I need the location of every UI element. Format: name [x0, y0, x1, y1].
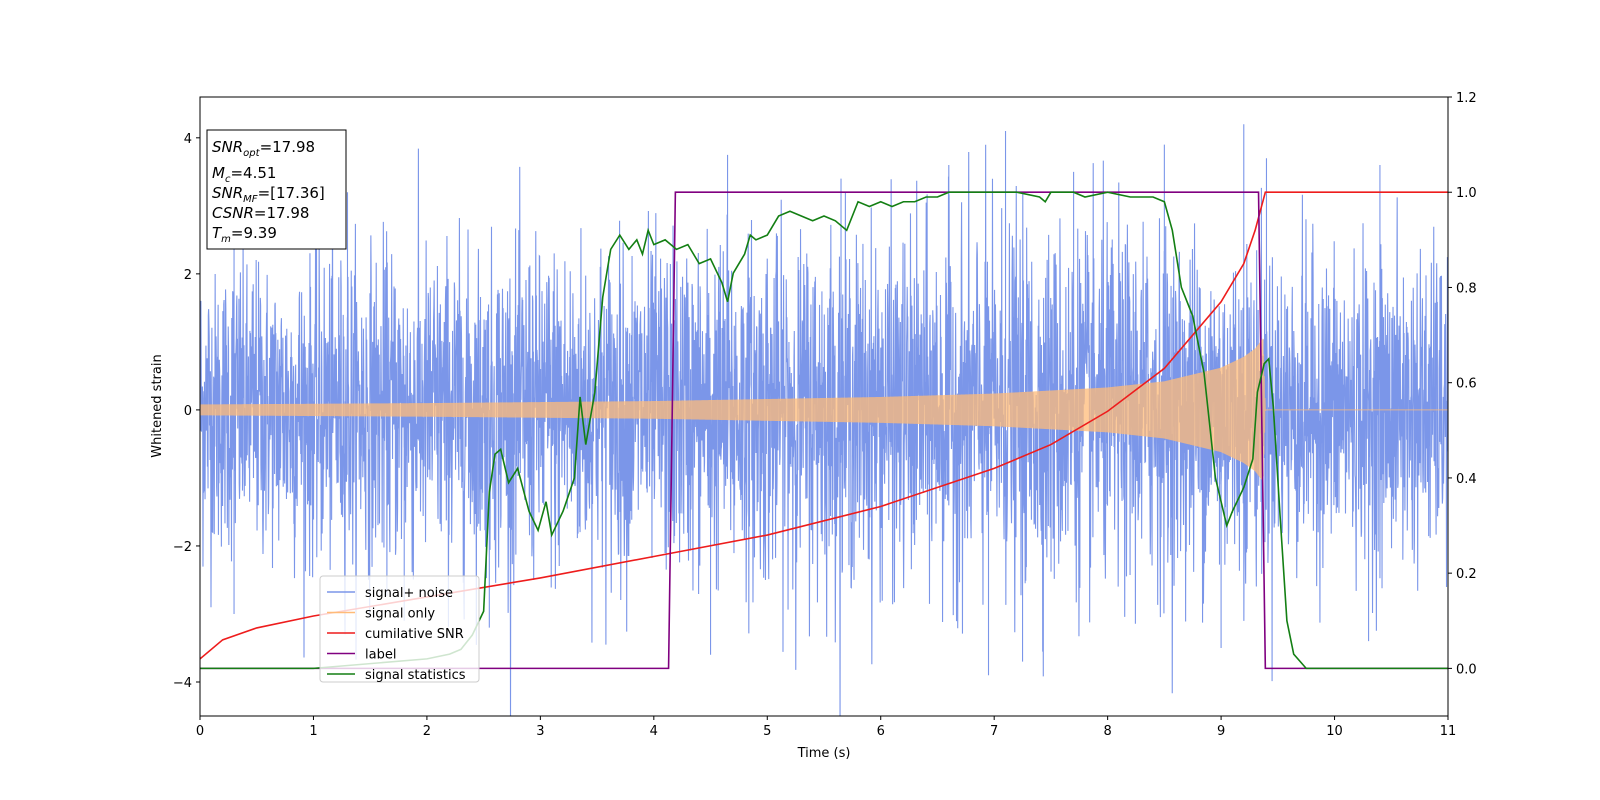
info-box-frame: [206, 129, 347, 250]
x-tick-label: 4: [650, 724, 658, 739]
y-right-tick-label: 1.2: [1456, 91, 1477, 106]
y-right-tick-label: 0.8: [1456, 281, 1477, 296]
plot-frame: [199, 96, 1449, 717]
x-tick-label: 1: [309, 724, 317, 739]
legend-label: cumilative SNR: [365, 627, 464, 642]
x-tick-label: 0: [196, 724, 204, 739]
x-tick-label: 11: [1440, 724, 1457, 739]
y-right-tick-label: 0.2: [1456, 567, 1477, 582]
info-chirp-mass: Mc=4.51: [212, 164, 276, 185]
x-tick-label: 8: [1103, 724, 1111, 739]
x-tick-label: 3: [536, 724, 544, 739]
legend-item: signal+ noise: [327, 586, 453, 601]
info-tm: Tm=9.39: [212, 224, 277, 245]
y-left-tick-label: −4: [173, 676, 192, 691]
legend-label: signal only: [365, 607, 435, 622]
x-tick-label: 5: [763, 724, 771, 739]
y-left-tick-label: 2: [184, 268, 192, 283]
legend-item: cumilative SNR: [327, 627, 464, 642]
legend-label: signal+ noise: [365, 586, 453, 601]
x-tick-label: 6: [877, 724, 885, 739]
info-box: SNRopt=17.98 Mc=4.51 SNRMF=[17.36] CSNR=…: [206, 129, 347, 250]
info-snr-mf: SNRMF=[17.36]: [212, 184, 325, 205]
y-right-tick-label: 0.4: [1456, 472, 1477, 487]
info-snr-opt: SNRopt=17.98: [212, 138, 315, 159]
y-left-tick-label: −2: [173, 540, 192, 555]
legend-item: signal only: [327, 607, 435, 622]
plot-area: [200, 124, 1448, 716]
info-csnr: CSNR=17.98: [212, 204, 309, 222]
series-signal-statistics: [200, 191, 1448, 670]
series-signal-only: [200, 338, 1448, 481]
x-tick-label: 2: [423, 724, 431, 739]
legend-item: signal statistics: [327, 668, 466, 683]
legend-label: label: [365, 648, 396, 663]
series-cumulative-snr: [200, 191, 1448, 660]
legend: signal+ noise signal only cumilative SNR la…: [319, 575, 480, 683]
x-tick-label: 9: [1217, 724, 1225, 739]
x-tick-label: 10: [1326, 724, 1343, 739]
x-axis-label: Time (s): [797, 746, 851, 761]
x-tick-label: 7: [990, 724, 998, 739]
series-signal-noise: [200, 124, 1448, 716]
y-left-tick-label: 4: [184, 132, 192, 147]
y-right-tick-label: 1.0: [1456, 186, 1477, 201]
legend-label: signal statistics: [365, 668, 466, 683]
y-right-tick-label: 0.6: [1456, 377, 1477, 392]
legend-item: label: [327, 648, 396, 663]
y-right-tick-label: 0.0: [1456, 662, 1477, 677]
y-left-tick-label: 0: [184, 404, 192, 419]
axes: 0 1 2 3 4 5 6 7 8 9 10 11 −4 −2 0 2 4 0.0 0.2 0.4 0.6 0.8 1.0 1…: [173, 91, 1477, 739]
y-axis-label-left: Whitened strain: [150, 354, 165, 457]
legend-frame: [319, 575, 480, 683]
